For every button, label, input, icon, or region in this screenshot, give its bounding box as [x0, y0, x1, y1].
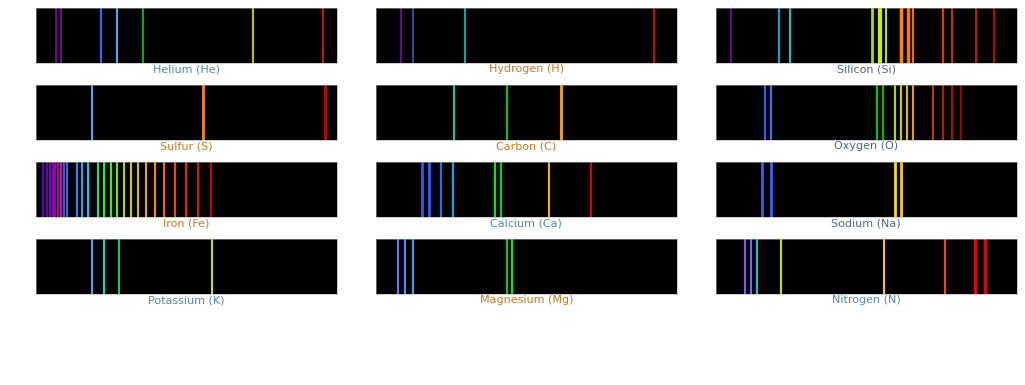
Text: Helium (He): Helium (He) [153, 64, 220, 74]
Text: Magnesium (Mg): Magnesium (Mg) [480, 295, 573, 305]
Text: Carbon (C): Carbon (C) [496, 141, 557, 151]
Text: Calcium (Ca): Calcium (Ca) [490, 218, 563, 228]
Text: Nitrogen (N): Nitrogen (N) [832, 295, 901, 305]
Text: Iron (Fe): Iron (Fe) [163, 218, 209, 228]
Text: Silicon (Si): Silicon (Si) [836, 64, 896, 74]
Text: Hydrogen (H): Hydrogen (H) [489, 64, 564, 74]
Text: Oxygen (O): Oxygen (O) [834, 141, 898, 151]
Text: Sulfur (S): Sulfur (S) [160, 141, 212, 151]
Text: Sodium (Na): Sodium (Na) [831, 218, 901, 228]
Text: Potassium (K): Potassium (K) [149, 295, 224, 305]
